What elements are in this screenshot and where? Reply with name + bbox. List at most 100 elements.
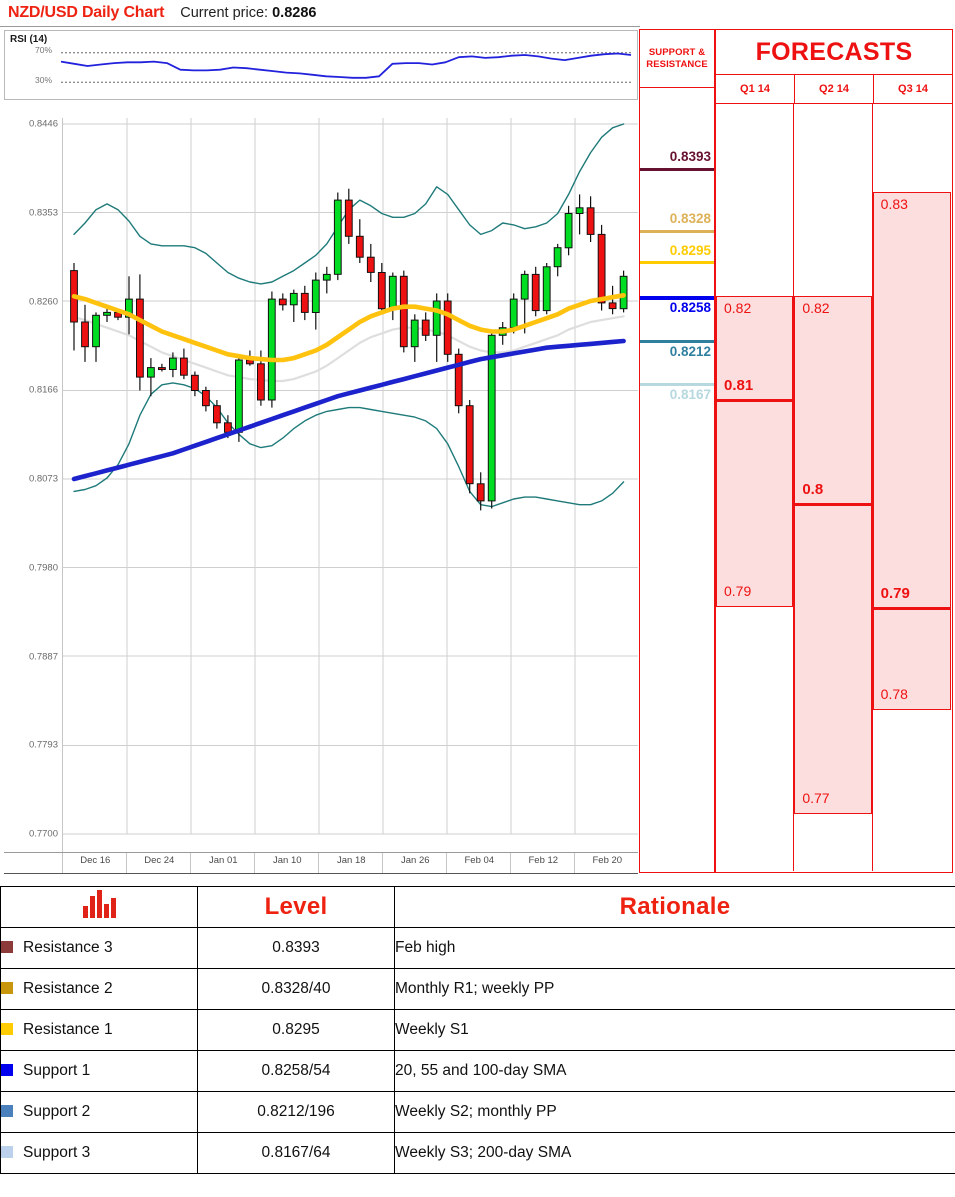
- rationale-cell: Weekly S2; monthly PP: [394, 1091, 955, 1133]
- rationale-cell: Monthly R1; weekly PP: [394, 968, 955, 1010]
- forecast-column: 0.82 0.81 0.79: [716, 104, 795, 871]
- sr-level-line: [640, 382, 714, 387]
- level-name: Support 3: [23, 1144, 91, 1161]
- current-price: Current price: 0.8286: [180, 5, 316, 21]
- date-x-axis: Dec 16 Dec 24 Jan 01 Jan 10 Jan 18 Jan 26 Feb …: [4, 852, 638, 874]
- table-row: Support 1 0.8258/54 20, 55 and 100-day SMA: [0, 1050, 955, 1092]
- y-axis-tick: 0.7887: [28, 651, 58, 662]
- forecast-quarter-header: Q3 14: [898, 83, 928, 95]
- forecast-range-box: [716, 295, 794, 607]
- rationale-cell: Weekly S1: [394, 1009, 955, 1051]
- levels-table-icon-header: [0, 886, 198, 928]
- rsi-plot: [60, 52, 632, 83]
- level-name-cell: Resistance 3: [0, 927, 198, 969]
- sr-level-value: 0.8328: [669, 211, 711, 227]
- table-row: Support 2 0.8212/196 Weekly S2; monthly PP: [0, 1091, 955, 1133]
- x-axis-tick: Dec 24: [144, 855, 175, 866]
- rsi-panel: RSI (14) 70% 30%: [4, 30, 638, 100]
- rationale-cell: Weekly S3; 200-day SMA: [394, 1132, 955, 1174]
- forecast-low-value: 0.78: [880, 686, 908, 703]
- level-name: Resistance 3: [23, 939, 113, 956]
- levels-table-body: Resistance 3 0.8393 Feb high Resistance 2 0.…: [0, 927, 955, 1174]
- page-header: NZD/USD Daily Chart Current price: 0.828…: [0, 0, 955, 26]
- sr-level-value: 0.8393: [669, 149, 711, 165]
- level-value-cell: 0.8212/196: [197, 1091, 395, 1133]
- current-price-label: Current price:: [180, 5, 269, 21]
- level-color-swatch: [1, 1064, 13, 1076]
- x-axis-bottom-rule: [4, 873, 638, 874]
- levels-table-wrapper: Level Rationale Resistance 3 0.8393 Feb hi…: [0, 886, 955, 1197]
- level-name-cell: Support 1: [0, 1050, 198, 1092]
- price-chart-panel: 0.8446 0.8353 0.8260 0.8166 0.8073 0.7980 0.78…: [4, 112, 638, 852]
- rationale-cell: Feb high: [394, 927, 955, 969]
- y-axis-tick: 0.8073: [28, 473, 58, 485]
- forecasts-columns: 0.82 0.81 0.79 0.82 0.8 0.77 0.83 0.79 0.78: [716, 104, 952, 871]
- level-color-swatch: [1, 941, 13, 953]
- forecast-central-line: [716, 399, 794, 403]
- candlestick-plot: [63, 118, 638, 835]
- page-title: NZD/USD Daily Chart: [8, 4, 165, 21]
- table-row: Resistance 3 0.8393 Feb high: [0, 927, 955, 969]
- level-value-cell: 0.8328/40: [197, 968, 395, 1010]
- y-axis-tick: 0.7700: [28, 828, 58, 840]
- x-axis-tick: Dec 16: [80, 855, 111, 866]
- sr-heading-line1: SUPPORT &: [648, 46, 706, 58]
- table-row: Resistance 2 0.8328/40 Monthly R1; weekly …: [0, 968, 955, 1010]
- forecast-mid-value: 0.81: [724, 377, 754, 395]
- sr-level-line: [640, 167, 714, 172]
- candlestick-plot-area: [62, 118, 638, 852]
- x-axis-tick: Feb 12: [528, 855, 559, 866]
- sr-level-value: 0.8212: [669, 343, 711, 359]
- forecasts-quarter-headers: Q1 14 Q2 14 Q3 14: [716, 75, 952, 104]
- forecasts-panel: FORECASTS Q1 14 Q2 14 Q3 14 0.82 0.81 0.79 0.…: [715, 29, 953, 873]
- level-name-cell: Resistance 1: [0, 1009, 198, 1051]
- sr-level-line: [640, 229, 714, 234]
- y-axis-tick: 0.8260: [28, 296, 58, 307]
- current-price-value: 0.8286: [272, 5, 317, 21]
- levels-table-header-row: Level Rationale: [0, 886, 955, 928]
- header-divider: [0, 26, 640, 27]
- levels-table: Level Rationale Resistance 3 0.8393 Feb hi…: [0, 886, 955, 1174]
- level-name-cell: Support 2: [0, 1091, 198, 1133]
- forecast-quarter-header: Q1 14: [716, 75, 795, 103]
- forecasts-title: FORECASTS: [716, 30, 952, 75]
- sr-level-line: [640, 296, 714, 300]
- y-axis-tick: 0.7980: [28, 562, 58, 574]
- level-value-cell: 0.8295: [197, 1009, 395, 1051]
- forecast-low-value: 0.77: [802, 789, 830, 806]
- sr-level-line: [640, 260, 714, 265]
- forecast-high-value: 0.83: [880, 196, 908, 213]
- rsi-label: RSI (14): [10, 34, 48, 45]
- x-axis-separator: [62, 853, 63, 873]
- support-resistance-panel: SUPPORT & RESISTANCE 0.8393 0.8328 0.8295 0…: [639, 29, 715, 873]
- forecast-mid-value: 0.8: [802, 481, 824, 499]
- x-axis-separator: [318, 853, 319, 873]
- x-axis-tick: Jan 18: [337, 855, 366, 866]
- x-axis-tick: Jan 26: [401, 855, 430, 866]
- forecast-quarter-header: Q2 14: [795, 75, 874, 103]
- rsi-tick-lower: 30%: [35, 75, 53, 85]
- level-value-cell: 0.8393: [197, 927, 395, 969]
- x-axis-separator: [574, 853, 575, 873]
- table-row: Resistance 1 0.8295 Weekly S1: [0, 1009, 955, 1051]
- level-name-cell: Support 3: [0, 1132, 198, 1174]
- x-axis-separator: [510, 853, 511, 873]
- level-name: Support 1: [23, 1062, 91, 1079]
- level-color-swatch: [1, 1146, 13, 1158]
- forecast-range-box: [794, 295, 872, 814]
- sr-level-line: [640, 339, 714, 344]
- rationale-cell: 20, 55 and 100-day SMA: [394, 1050, 955, 1092]
- level-value-cell: 0.8167/64: [197, 1132, 395, 1174]
- forecast-column: 0.83 0.79 0.78: [872, 104, 951, 871]
- forecast-mid-value: 0.79: [880, 584, 910, 602]
- x-axis-separator: [254, 853, 255, 873]
- forecast-low-value: 0.79: [724, 582, 752, 599]
- x-axis-separator: [446, 853, 447, 873]
- x-axis-separator: [126, 853, 127, 873]
- table-row: Support 3 0.8167/64 Weekly S3; 200-day SMA: [0, 1132, 955, 1174]
- forecast-range-box: [872, 192, 951, 711]
- y-axis-tick: 0.8353: [28, 207, 58, 219]
- forecast-high-value: 0.82: [724, 299, 752, 316]
- levels-table-rationale-header: Rationale: [394, 886, 955, 928]
